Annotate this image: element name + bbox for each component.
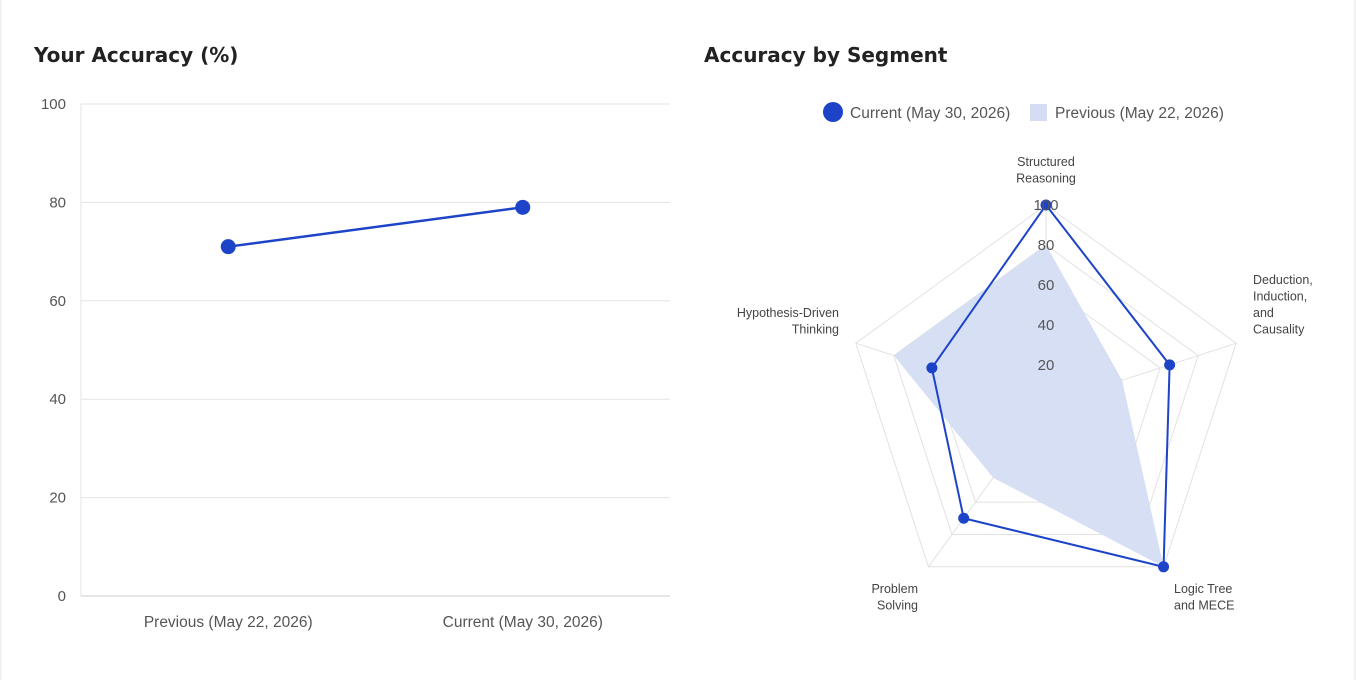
radar-axis-label: Problem Solving	[871, 582, 918, 613]
radar-point	[1164, 359, 1176, 371]
accuracy-chart-title: Your Accuracy (%)	[34, 43, 239, 67]
radar-point	[1040, 199, 1052, 211]
radar-point	[958, 512, 970, 524]
radar-point	[1158, 561, 1170, 573]
legend-label-previous: Previous (May 22, 2026)	[1055, 105, 1224, 122]
legend-swatch-current	[823, 102, 843, 122]
radar-tick-label: 20	[1038, 357, 1055, 374]
legend-label-current: Current (May 30, 2026)	[850, 105, 1010, 122]
radar-tick-label: 80	[1038, 237, 1055, 254]
y-tick-label: 0	[58, 588, 66, 605]
radar-tick-label: 100	[1033, 197, 1058, 214]
radar-axis-label: Hypothesis-Driven Thinking	[737, 306, 839, 337]
radar-line-current	[930, 203, 1171, 569]
y-tick-label: 20	[49, 490, 66, 507]
legend-swatch-previous	[1030, 104, 1047, 121]
y-tick-label: 80	[49, 194, 66, 211]
radar-axis-label: Deduction, Induction, and Causality	[1253, 273, 1313, 337]
data-point	[220, 239, 236, 255]
y-tick-label: 60	[49, 293, 66, 310]
series-line	[228, 206, 523, 248]
x-tick-label: Previous (May 22, 2026)	[144, 614, 313, 631]
segment-chart-title: Accuracy by Segment	[704, 43, 948, 67]
x-tick-label: Current (May 30, 2026)	[443, 614, 603, 631]
radar-grid-ring-4	[855, 204, 1237, 568]
radar-area-previous	[893, 245, 1164, 567]
radar-tick-label: 60	[1038, 277, 1055, 294]
y-tick-label: 40	[49, 391, 66, 408]
radar-axis-label: Structured Reasoning	[1016, 155, 1076, 186]
radar-axis-label: Logic Tree and MECE	[1174, 582, 1234, 613]
radar-tick-label: 40	[1038, 317, 1055, 334]
accuracy-line-chart: 0 20 40 60 80 100 Previous (May 22, 2026) Curre…	[41, 96, 670, 631]
radar-point	[926, 362, 938, 374]
data-point	[515, 199, 531, 215]
y-tick-label: 100	[41, 96, 66, 113]
